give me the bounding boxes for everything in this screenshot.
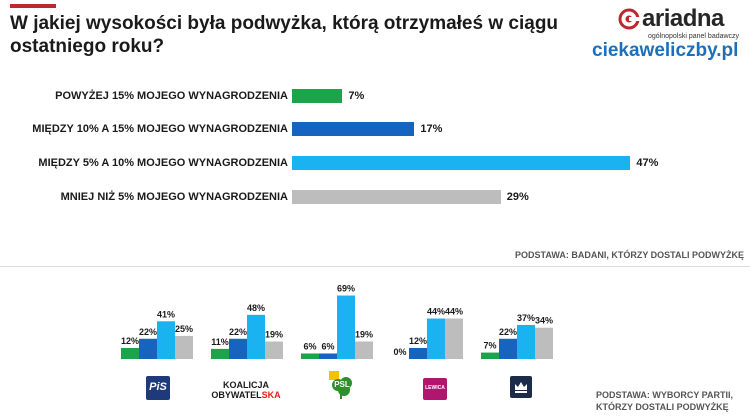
psl-logo: PSL xyxy=(329,371,353,399)
ko-logo-line1: KOALICJA xyxy=(222,380,269,390)
lewica-logo-text: LEWICA xyxy=(425,385,445,391)
main-bar-chart: POWYŻEJ 15% MOJEGO WYNAGRODZENIA 7% MIĘDZY… xyxy=(0,80,750,210)
ko-logo-line2-b: SKA xyxy=(261,390,281,400)
ko-logo-line2: OBYWATELSKA xyxy=(206,390,286,400)
divider xyxy=(0,266,750,267)
party-base-note-line1: PODSTAWA: WYBORCY PARTII, xyxy=(596,390,734,400)
party-bar-value-label: 34% xyxy=(535,316,553,326)
party-bar-value-label: 37% xyxy=(517,313,535,323)
bar-value-label: 17% xyxy=(420,123,443,135)
psl-clover-icon xyxy=(329,371,352,399)
party-bar-value-label: 6% xyxy=(303,341,316,351)
bar-value-label: 29% xyxy=(506,191,529,203)
party-bar-value-label: 69% xyxy=(337,284,355,294)
party-bar xyxy=(499,338,517,359)
accent-bar xyxy=(10,4,56,8)
konfederacja-logo xyxy=(510,376,532,398)
konfederacja-crown-icon xyxy=(515,382,527,393)
party-bar-value-label: 12% xyxy=(121,336,139,346)
party-bar-value-label: 44% xyxy=(445,307,463,317)
party-bar xyxy=(247,314,265,359)
party-bar xyxy=(445,318,463,359)
brand-logo: ariadna ogólnopolski panel badawczy xyxy=(618,5,746,42)
base-note: PODSTAWA: BADANI, KTÓRZY DOSTALI PODWYŻK… xyxy=(515,250,744,260)
ko-logo-line2-a: OBYWATEL xyxy=(211,390,262,400)
ariadna-mark-icon xyxy=(618,8,640,30)
party-base-note-line2: KTÓRZY DOSTALI PODWYŻKĘ xyxy=(596,402,729,412)
page-title: W jakiej wysokości była podwyżka, którą … xyxy=(10,13,559,57)
party-bar xyxy=(427,318,445,359)
category-label: MNIEJ NIŻ 5% MOJEGO WYNAGRODZENIA xyxy=(60,191,288,203)
party-bar xyxy=(517,324,535,359)
ko-logo: KOALICJA OBYWATELSKA xyxy=(206,380,286,402)
party-bar xyxy=(211,348,229,359)
logo-subtext: ogólnopolski panel badawczy xyxy=(648,33,740,40)
party-bar xyxy=(157,321,175,359)
logo-text: ariadna xyxy=(642,5,724,32)
pis-logo: PiS xyxy=(146,376,170,400)
party-bar xyxy=(265,341,283,359)
party-bar xyxy=(535,327,553,359)
party-bar xyxy=(337,295,355,359)
party-bar xyxy=(301,353,319,359)
party-bar-value-label: 0% xyxy=(393,347,406,357)
party-bar xyxy=(319,353,337,359)
party-bar-value-label: 19% xyxy=(355,330,373,340)
psl-logo-text: PSL xyxy=(334,380,350,389)
bar xyxy=(292,122,415,136)
party-bar-value-label: 48% xyxy=(247,303,265,313)
party-bar-value-label: 7% xyxy=(483,341,496,351)
party-bar xyxy=(139,338,157,359)
party-bar-value-label: 12% xyxy=(409,336,427,346)
party-bar xyxy=(121,347,139,359)
party-bar-value-label: 19% xyxy=(265,330,283,340)
party-bar-value-label: 6% xyxy=(321,341,334,351)
bar-value-label: 47% xyxy=(636,157,659,169)
party-bar-value-label: 22% xyxy=(139,327,157,337)
party-bar-value-label: 44% xyxy=(427,307,445,317)
pis-logo-text: PiS xyxy=(149,381,167,393)
party-bar-value-label: 11% xyxy=(211,337,229,347)
party-bar xyxy=(355,341,373,359)
party-bar-value-label: 22% xyxy=(499,327,517,337)
party-base-note: PODSTAWA: WYBORCY PARTII, KTÓRZY DOSTALI… xyxy=(596,389,733,413)
site-link[interactable]: ciekaweliczby.pl xyxy=(592,40,739,61)
category-label: MIĘDZY 5% A 10% MOJEGO WYNAGRODZENIA xyxy=(38,157,288,169)
bar xyxy=(292,89,343,103)
party-bar-value-label: 41% xyxy=(157,309,175,319)
lewica-logo: LEWICA xyxy=(423,378,447,400)
category-label: MIĘDZY 10% A 15% MOJEGO WYNAGRODZENIA xyxy=(32,123,288,135)
party-bar-value-label: 22% xyxy=(229,327,247,337)
party-bar xyxy=(409,347,427,359)
bar xyxy=(292,190,501,204)
bar-value-label: 7% xyxy=(348,90,365,102)
bar xyxy=(292,156,631,170)
party-bar-value-label: 25% xyxy=(175,324,193,334)
party-bar xyxy=(175,336,193,359)
party-bar xyxy=(481,352,499,359)
party-bar xyxy=(229,338,247,359)
category-label: POWYŻEJ 15% MOJEGO WYNAGRODZENIA xyxy=(55,90,288,102)
